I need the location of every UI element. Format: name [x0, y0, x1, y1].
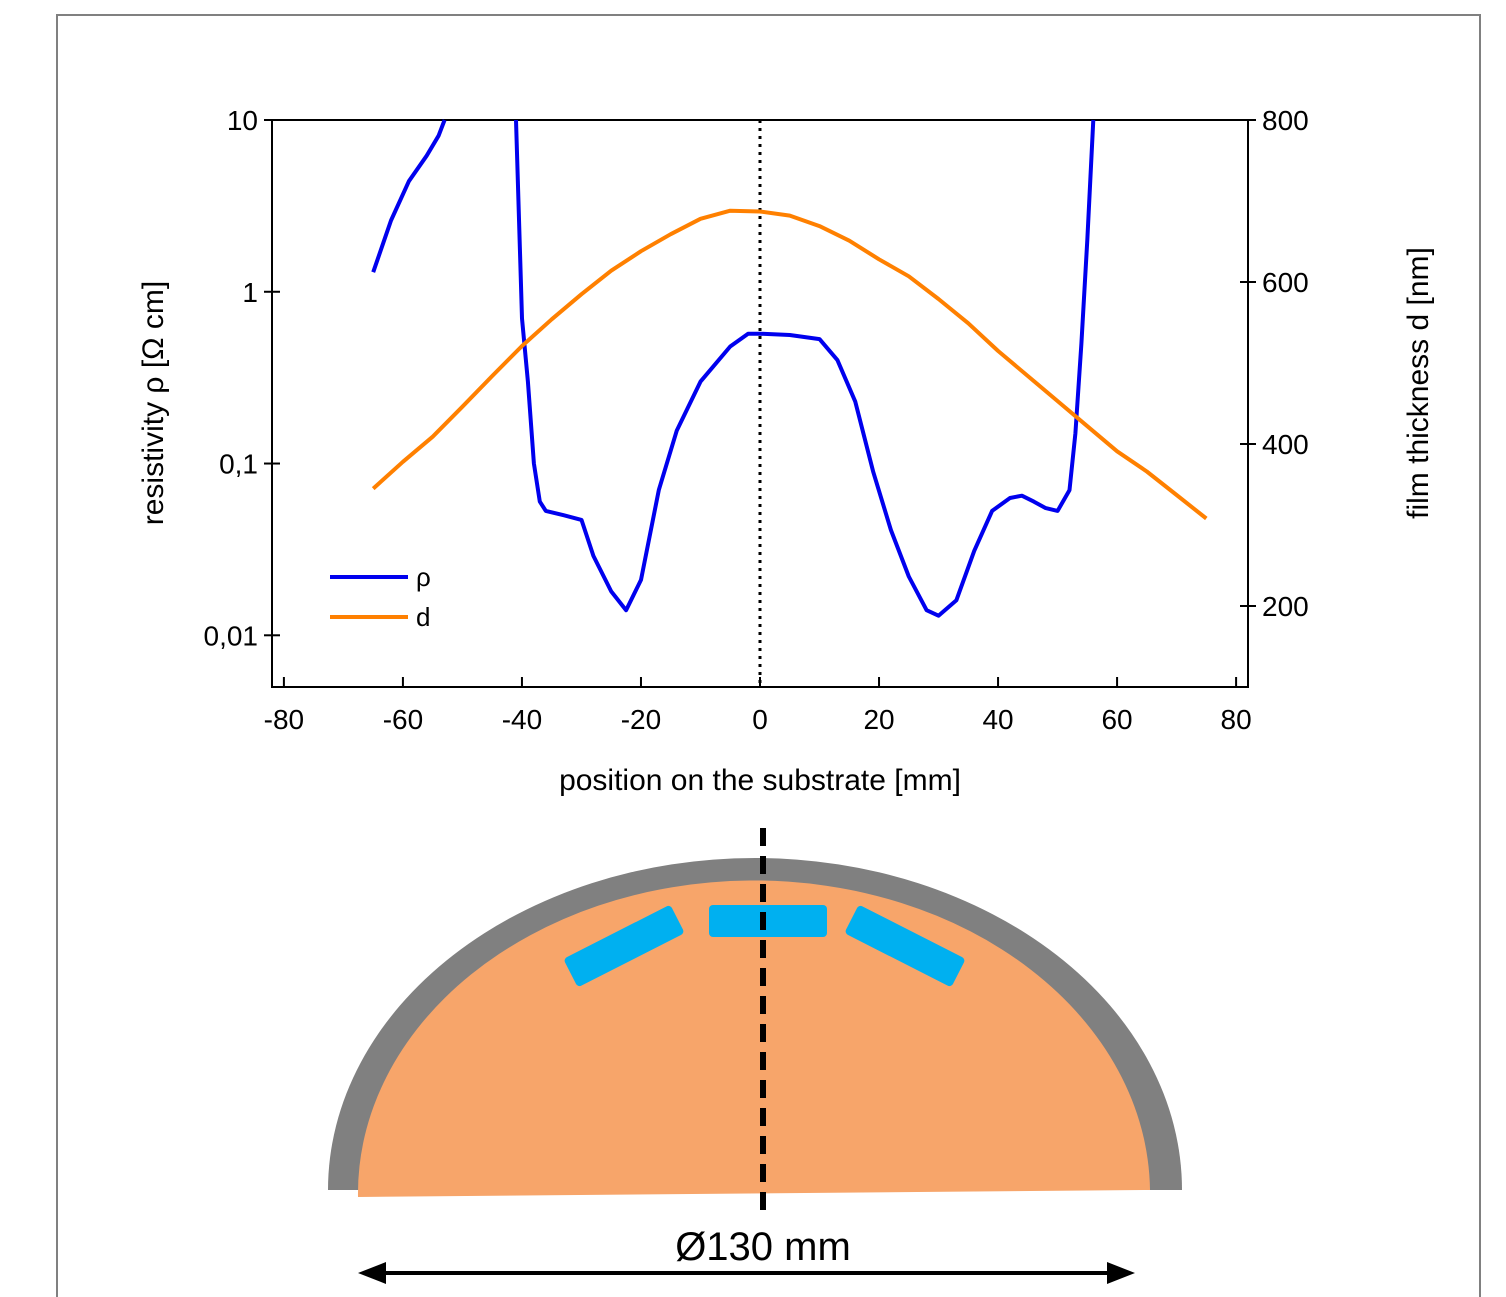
- x-axis-label: position on the substrate [mm]: [559, 764, 961, 797]
- y2-tick-label: 400: [1262, 429, 1309, 460]
- substrate: [709, 905, 827, 937]
- x-tick-label: 0: [752, 704, 768, 735]
- x-tick-label: -80: [264, 704, 304, 735]
- x-tick-label: -40: [502, 704, 542, 735]
- y-tick-label: 0,1: [219, 449, 258, 480]
- x-tick-label: 40: [982, 704, 1013, 735]
- y-axis-label: resistivity ρ [Ω cm]: [137, 281, 170, 526]
- substrate: [564, 905, 684, 987]
- y-tick-label: 0,01: [204, 620, 259, 651]
- diameter-label: Ø130 mm: [675, 1225, 851, 1269]
- legend-label: d: [416, 602, 430, 632]
- x-tick-label: 20: [863, 704, 894, 735]
- y2-tick-label: 600: [1262, 267, 1309, 298]
- substrate: [845, 905, 965, 987]
- x-tick-label: 80: [1221, 704, 1252, 735]
- frame: [56, 14, 1481, 1297]
- y2-tick-label: 200: [1262, 591, 1309, 622]
- data-line: [371, 208, 1208, 521]
- y2-tick-label: 800: [1262, 105, 1309, 136]
- legend-label: ρ: [416, 562, 431, 592]
- y-tick-label: 1: [242, 277, 258, 308]
- diagram: Ø130 mm: [328, 828, 1182, 1284]
- y2-axis-label: film thickness d [nm]: [1402, 247, 1435, 519]
- x-tick-label: 60: [1101, 704, 1132, 735]
- x-tick-label: -20: [621, 704, 661, 735]
- x-tick-label: -60: [383, 704, 423, 735]
- data-line: [371, 119, 1096, 618]
- y-tick-label: 10: [227, 105, 258, 136]
